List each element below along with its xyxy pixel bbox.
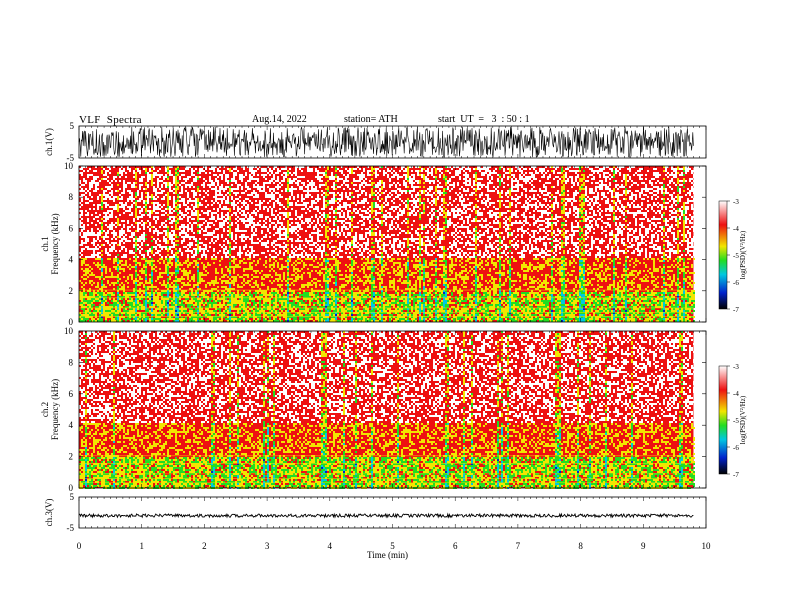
ylabel-channel: ch.1 (40, 236, 50, 251)
colorbar-tick-label: -7 (733, 306, 739, 314)
ytick-label: 5 (70, 492, 75, 502)
ylabel-ch3: ch.3(V) (44, 499, 54, 527)
ylabel-frequency: Frequency (kHz) (50, 379, 60, 440)
ytick-label: 10 (64, 161, 74, 171)
ytick-label: 4 (69, 420, 74, 430)
ytick-label: 8 (69, 357, 74, 367)
colorbar-gradient (719, 366, 727, 474)
xtick-label: 6 (453, 541, 458, 551)
ytick-label: 6 (69, 389, 74, 399)
ytick-label: 6 (69, 223, 74, 233)
xtick-label: 3 (265, 541, 270, 551)
ytick-label: 5 (70, 121, 75, 131)
xtick-label: 10 (702, 541, 712, 551)
ylabel-channel: ch.2 (40, 402, 50, 417)
colorbar-label: log(PSD)(V²/Hz) (739, 395, 747, 444)
ch2-spectrogram-image (79, 331, 695, 489)
colorbar-gradient (719, 201, 727, 309)
ytick-label: 4 (69, 255, 74, 265)
xtick-label: 0 (77, 541, 82, 551)
xlabel: Time (min) (367, 550, 408, 560)
ylabel-ch1: ch.1(V) (44, 128, 54, 156)
xtick-label: 7 (516, 541, 521, 551)
ytick-label: -5 (67, 523, 75, 533)
xtick-label: 4 (328, 541, 333, 551)
ytick-label: 2 (69, 452, 74, 462)
colorbar-tick-label: -6 (733, 444, 739, 452)
ch3-waveform-trace (79, 514, 693, 517)
ylabel-frequency: Frequency (kHz) (50, 213, 60, 274)
ch1-spectrogram-image (79, 166, 695, 322)
colorbar-label: log(PSD)(V²/Hz) (739, 230, 747, 279)
xtick-label: 2 (202, 541, 207, 551)
ytick-label: 0 (69, 483, 74, 493)
xtick-label: 1 (139, 541, 144, 551)
ch1-waveform-trace (79, 127, 693, 157)
colorbar-tick-label: -3 (733, 198, 739, 206)
xtick-label: 8 (578, 541, 583, 551)
colorbar-tick-label: -7 (733, 471, 739, 479)
colorbar-tick-label: -3 (733, 363, 739, 371)
ytick-label: 2 (69, 286, 74, 296)
panel-frame (79, 497, 706, 528)
colorbar-tick-label: -6 (733, 279, 739, 287)
xtick-label: 9 (641, 541, 646, 551)
ytick-label: 10 (64, 326, 74, 336)
ytick-label: 8 (69, 192, 74, 202)
